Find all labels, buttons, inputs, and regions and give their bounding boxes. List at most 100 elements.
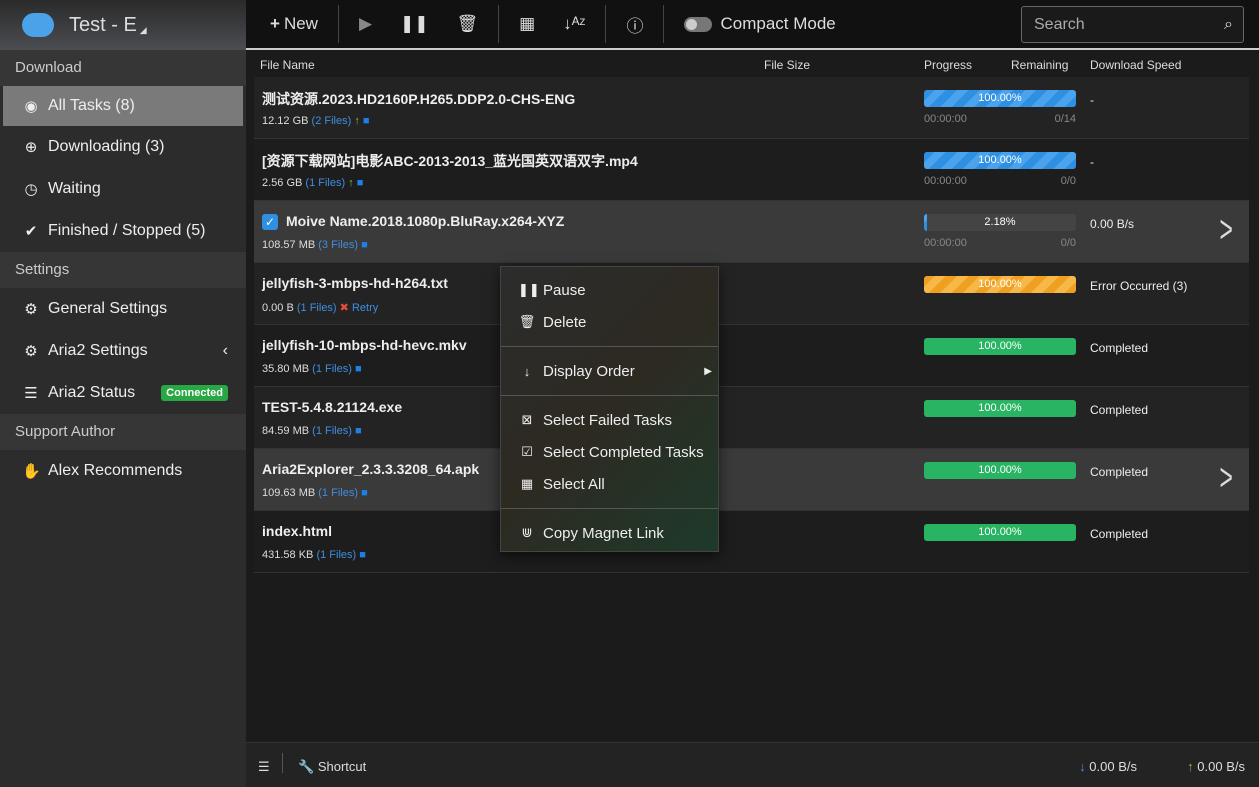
name-text: 测试资源.2023.HD2160P.H265.DDP2.0-CHS-ENG [262, 91, 576, 107]
files-link[interactable]: (1 Files) [312, 363, 352, 375]
folder-icon[interactable]: ■ [354, 363, 362, 375]
sidebar-item-aria2-settings[interactable]: ⚙ Aria2 Settings ‹ [0, 330, 246, 372]
label: Compact Mode [720, 14, 836, 33]
sidebar-item-downloading[interactable]: ⊕ Downloading (3) [0, 126, 246, 168]
progress-bar: 100.00% [924, 152, 1076, 169]
menu-item-select-failed[interactable]: ⊠ Select Failed Tasks [501, 404, 718, 436]
sidebar-item-alex-recommends[interactable]: ✋ Alex Recommends [0, 450, 246, 492]
menu-item-copy-magnet[interactable]: ⋓ Copy Magnet Link [501, 517, 718, 549]
progress-fill [924, 152, 1076, 169]
folder-icon[interactable]: ■ [361, 487, 368, 499]
toggle-switch[interactable] [684, 16, 713, 32]
progress-fill [924, 90, 1076, 107]
col-progress[interactable]: Progress [924, 58, 973, 72]
task-row[interactable]: ✓ Moive Name.2018.1080p.BluRay.x264-XYZ 1… [254, 201, 1249, 263]
name-text: TEST-5.4.8.21124.exe [262, 399, 403, 415]
divider [498, 5, 500, 43]
col-remaining[interactable]: Remaining [1011, 58, 1069, 72]
label: Aria2 Settings [48, 342, 148, 359]
context-menu: ❚❚ Pause 🗑 Delete ↓ Display Order ▶ ⊠ Select … [500, 266, 719, 552]
select-all-button[interactable]: ▦ [519, 14, 536, 33]
gear-icon: ⚙ [24, 301, 38, 318]
download-speed: 0.00 B/s [1090, 217, 1135, 231]
progress-bar: 100.00% [924, 276, 1076, 293]
task-row[interactable]: [资源下载网站]电影ABC-2013-2013_蓝光国英双语双字.mp4 2.5… [254, 139, 1249, 201]
files-link[interactable]: (3 Files) [318, 239, 358, 251]
folder-icon[interactable]: ■ [361, 239, 368, 251]
sidebar-item-general-settings[interactable]: ⚙ General Settings [0, 288, 246, 330]
shortcut-button[interactable]: 🔧 Shortcut [298, 759, 366, 775]
name-text: Aria2Explorer_2.3.3.3208_64.apk [262, 461, 480, 477]
help-button[interactable]: ⓘ [626, 16, 644, 36]
magnet-icon: ⋓ [521, 525, 533, 540]
arrow-down-icon: ↓ [1079, 759, 1086, 774]
folder-icon[interactable]: ■ [362, 115, 370, 127]
label: Aria2 Status [48, 384, 136, 401]
folder-icon[interactable]: ■ [359, 549, 366, 561]
pause-button[interactable]: ❚❚ [400, 14, 429, 33]
app-title: Test - E [69, 13, 137, 36]
caret-right-icon: ▶ [704, 365, 712, 377]
value: 0.00 B/s [1089, 759, 1137, 774]
sidebar-item-aria2-status[interactable]: ☰ Aria2 Status Connected [0, 372, 246, 414]
divider [501, 346, 718, 347]
divider [501, 508, 718, 509]
checkbox[interactable]: ✓ [262, 214, 278, 230]
file-size: 2.56 GB [262, 177, 303, 189]
files-link[interactable]: (1 Files) [305, 177, 346, 189]
col-file-size[interactable]: File Size [764, 58, 811, 72]
retry-link[interactable]: Retry [351, 302, 379, 314]
file-size: 84.59 MB [262, 425, 310, 437]
delete-button[interactable]: 🗑 [456, 14, 479, 33]
sidebar: Test - E ◢ Download ◉ All Tasks (8) ⊕ Downl… [0, 0, 246, 787]
menu-item-select-completed[interactable]: ☑ Select Completed Tasks [501, 436, 718, 468]
sidebar-item-finished[interactable]: ✔ Finished / Stopped (5) [0, 210, 246, 252]
compact-mode-toggle[interactable]: Compact Mode [670, 0, 849, 49]
menu-item-pause[interactable]: ❚❚ Pause [501, 274, 718, 306]
file-size: 431.58 KB [262, 549, 314, 561]
task-row[interactable]: index.html 431.58 KB (1 Files) ■ 100.00% C… [254, 511, 1249, 573]
progress-bar: 2.18% [924, 214, 1076, 231]
new-button[interactable]: + New [246, 0, 332, 49]
divider [282, 753, 283, 773]
chevron-left-icon: ‹ [222, 342, 228, 359]
files-link[interactable]: (1 Files) [316, 549, 357, 561]
task-row[interactable]: 测试资源.2023.HD2160P.H265.DDP2.0-CHS-ENG 12… [254, 77, 1249, 139]
col-download-speed[interactable]: Download Speed [1090, 58, 1182, 72]
progress-label: 2.18% [984, 216, 1016, 228]
app-brand[interactable]: Test - E ◢ [0, 0, 246, 50]
status-badge: Connected [161, 385, 228, 401]
gears-icon: ⚙ [24, 343, 38, 360]
progress-label: 100.00% [978, 402, 1022, 414]
progress-label: 100.00% [978, 340, 1022, 352]
task-row[interactable]: jellyfish-3-mbps-hd-h264.txt 0.00 B (1 F… [254, 263, 1249, 325]
sidebar-item-waiting[interactable]: ◷ Waiting [0, 168, 246, 210]
start-button[interactable]: ▶ [358, 14, 373, 33]
menu-icon[interactable]: ☰ [258, 759, 270, 774]
remaining-time: 00:00:00 [924, 237, 967, 249]
folder-icon[interactable]: ■ [356, 177, 364, 189]
menu-item-delete[interactable]: 🗑 Delete [501, 306, 718, 338]
task-meta: 12.12 GB (2 Files) ↑ ■ [262, 115, 370, 127]
divider [337, 5, 339, 43]
files-link[interactable]: (1 Files) [296, 302, 337, 314]
arrow-up-icon: ↑ [348, 177, 354, 189]
col-file-name[interactable]: File Name [260, 58, 315, 72]
menu-item-select-all[interactable]: ▦ Select All [501, 468, 718, 500]
task-row[interactable]: jellyfish-10-mbps-hd-hevc.mkv 35.80 MB (… [254, 325, 1249, 387]
files-link[interactable]: (2 Files) [311, 115, 352, 127]
files-link[interactable]: (1 Files) [318, 487, 358, 499]
chevron-right-icon[interactable]: > [1219, 209, 1233, 251]
folder-icon[interactable]: ■ [354, 425, 362, 437]
search-input[interactable]: Search ⌕ [1021, 6, 1244, 43]
sort-button[interactable]: ↓ᴬᶻ [563, 14, 586, 33]
sidebar-item-all-tasks[interactable]: ◉ All Tasks (8) [3, 86, 243, 126]
task-row[interactable]: Aria2Explorer_2.3.3.3208_64.apk 109.63 M… [254, 449, 1249, 511]
chevron-right-icon[interactable]: > [1219, 457, 1233, 499]
files-link[interactable]: (1 Files) [312, 425, 352, 437]
pause-icon: ❚❚ [518, 282, 540, 297]
search-icon[interactable]: ⌕ [1224, 16, 1233, 33]
label: Delete [543, 313, 587, 331]
menu-item-display-order[interactable]: ↓ Display Order ▶ [501, 355, 718, 387]
task-row[interactable]: TEST-5.4.8.21124.exe 84.59 MB (1 Files) … [254, 387, 1249, 449]
